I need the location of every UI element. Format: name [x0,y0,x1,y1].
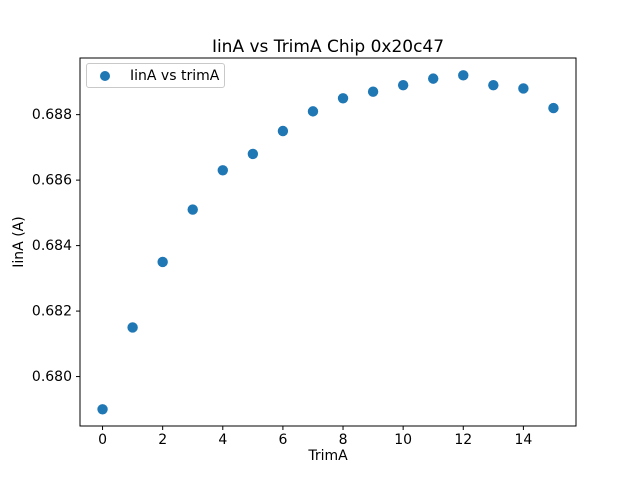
x-tick-label: 12 [454,432,472,448]
chart-title: IinA vs TrimA Chip 0x20c47 [211,37,445,57]
x-tick-label: 8 [339,432,348,448]
data-point [97,404,108,415]
data-point [428,73,439,84]
y-tick-label: 0.686 [32,173,72,189]
data-point [277,125,289,137]
y-tick-label: 0.688 [32,107,72,123]
data-point [217,165,228,176]
x-tick-label: 0 [98,432,107,448]
data-point [157,256,168,268]
data-point [367,86,379,97]
y-tick-label: 0.682 [32,304,72,320]
data-point [307,106,319,117]
y-tick-label: 0.680 [32,369,72,385]
legend-marker-dot [100,70,110,81]
legend-label: IinA vs trimA [130,67,220,84]
plot-area-border [79,57,577,427]
data-point [488,79,499,91]
data-point [337,93,349,104]
x-tick-label: 14 [514,432,532,448]
data-point [127,322,138,333]
x-tick-label: 2 [158,432,167,448]
data-point [548,102,559,114]
data-point [247,148,259,160]
data-point [397,79,409,91]
legend: IinA vs trimA [86,63,225,88]
data-point [458,70,469,81]
data-point [518,83,529,94]
x-axis-label: TrimA [308,448,348,464]
x-tick-label: 10 [394,432,412,448]
y-tick-label: 0.684 [32,238,72,254]
x-tick-label: 4 [218,432,227,448]
data-point [187,204,198,215]
x-tick-label: 6 [278,432,287,448]
